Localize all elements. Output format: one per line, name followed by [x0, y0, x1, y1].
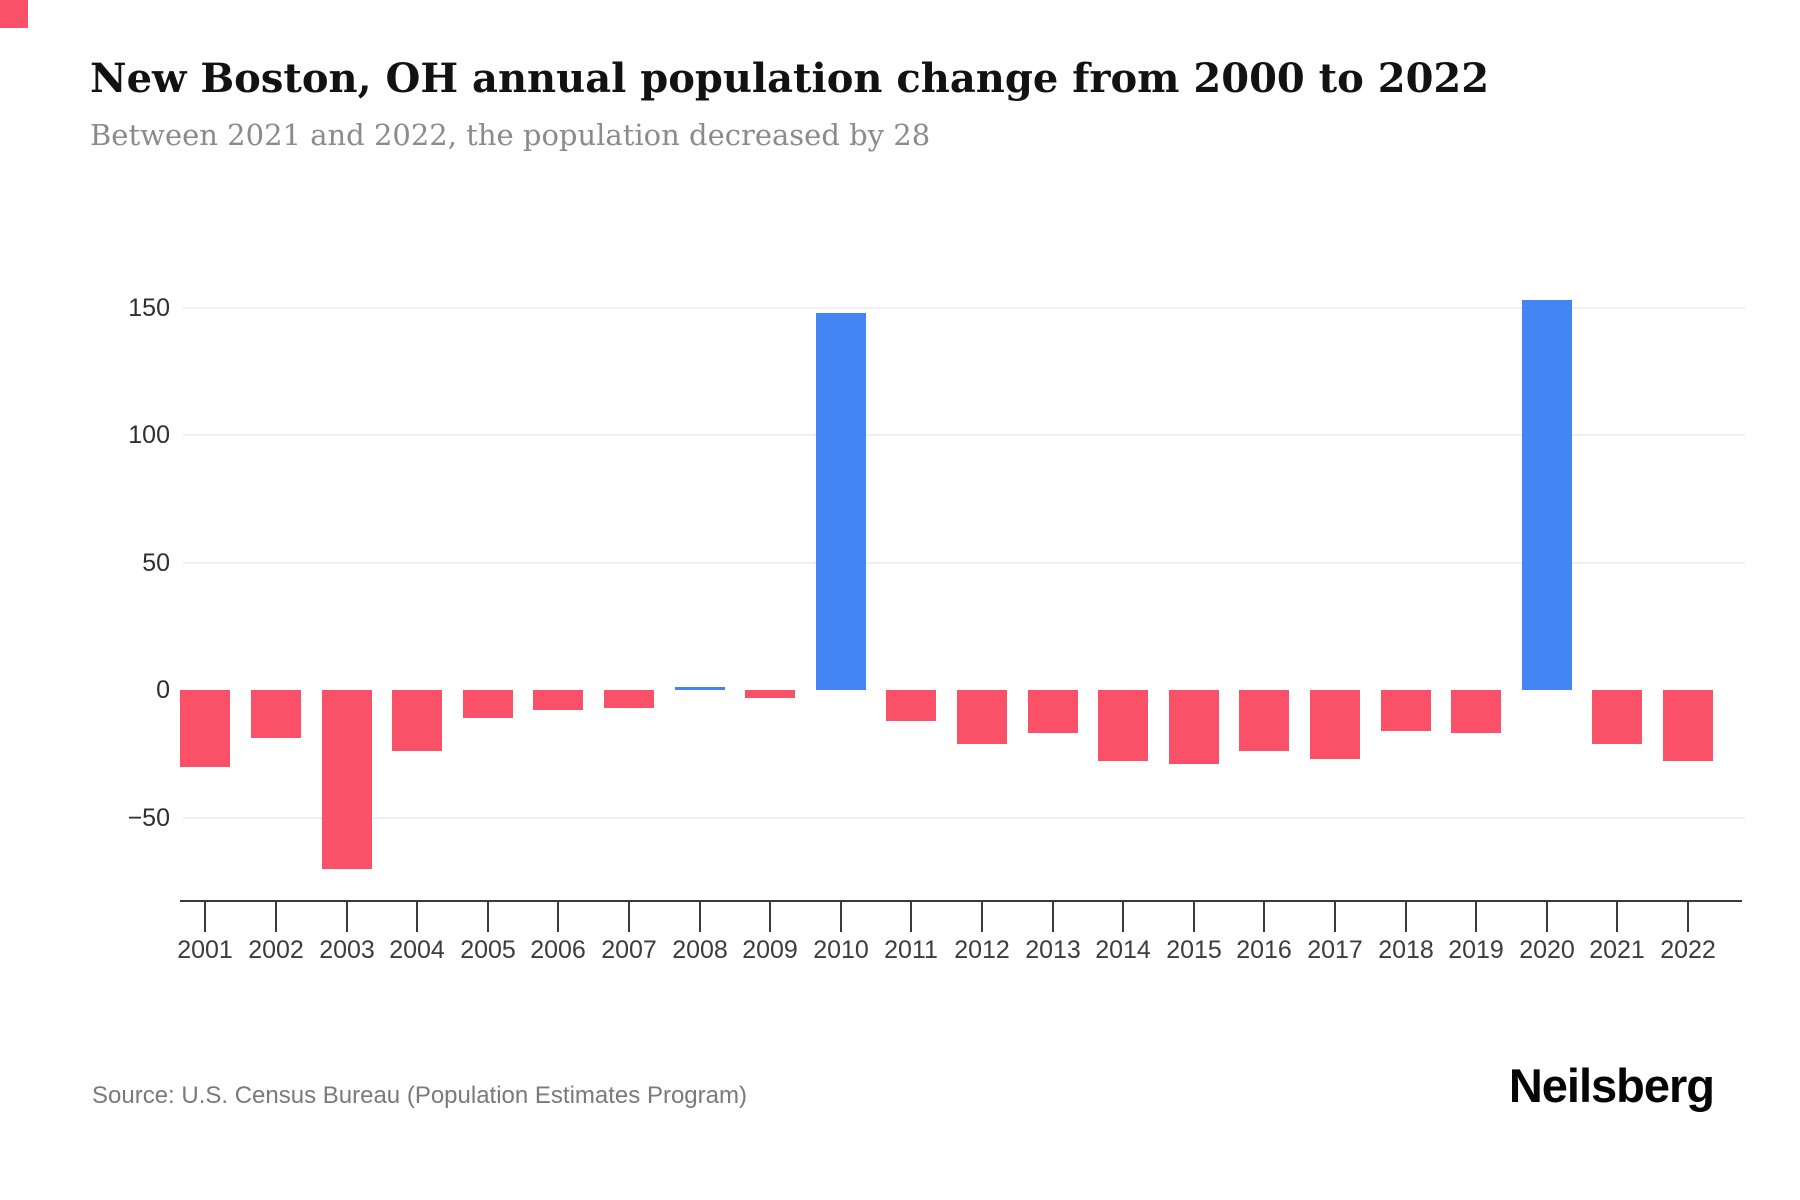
- x-axis-label: 2004: [389, 936, 445, 964]
- y-axis-label: 0: [156, 676, 170, 704]
- chart-title: New Boston, OH annual population change …: [90, 55, 1490, 102]
- bar[interactable]: [1592, 690, 1642, 744]
- bar[interactable]: [1663, 690, 1713, 761]
- chart-subtitle: Between 2021 and 2022, the population de…: [90, 118, 931, 152]
- x-axis-label: 2011: [884, 936, 938, 964]
- x-tick: [204, 902, 206, 932]
- x-axis-label: 2021: [1589, 936, 1645, 964]
- x-axis-label: 2022: [1660, 936, 1716, 964]
- x-axis-line: [180, 900, 1742, 902]
- x-tick: [416, 902, 418, 932]
- x-tick: [1405, 902, 1407, 932]
- bar[interactable]: [1028, 690, 1078, 733]
- x-axis-label: 2012: [954, 936, 1010, 964]
- bar[interactable]: [322, 690, 372, 869]
- bar[interactable]: [745, 690, 795, 698]
- bar[interactable]: [675, 687, 725, 690]
- x-axis-label: 2003: [319, 936, 375, 964]
- x-tick: [1546, 902, 1548, 932]
- x-tick: [1052, 902, 1054, 932]
- gridline: [183, 307, 1745, 309]
- y-axis-label: 50: [142, 549, 170, 577]
- y-axis-label: −50: [127, 804, 170, 832]
- bar[interactable]: [533, 690, 583, 710]
- bar[interactable]: [957, 690, 1007, 744]
- x-tick: [981, 902, 983, 932]
- x-tick: [1263, 902, 1265, 932]
- x-axis-label: 2019: [1448, 936, 1504, 964]
- bar[interactable]: [1169, 690, 1219, 764]
- y-axis-label: 150: [128, 294, 170, 322]
- x-tick: [628, 902, 630, 932]
- bar[interactable]: [392, 690, 442, 751]
- x-axis-label: 2007: [601, 936, 657, 964]
- bar[interactable]: [1310, 690, 1360, 759]
- x-tick: [1334, 902, 1336, 932]
- x-tick: [275, 902, 277, 932]
- x-tick: [1122, 902, 1124, 932]
- bar[interactable]: [251, 690, 301, 738]
- x-axis-label: 2013: [1025, 936, 1081, 964]
- x-tick: [1475, 902, 1477, 932]
- x-tick: [1687, 902, 1689, 932]
- y-axis-label: 100: [128, 421, 170, 449]
- x-axis-label: 2017: [1307, 936, 1363, 964]
- x-axis-label: 2001: [177, 936, 233, 964]
- x-tick: [699, 902, 701, 932]
- bar[interactable]: [1098, 690, 1148, 761]
- bar[interactable]: [604, 690, 654, 708]
- bar[interactable]: [463, 690, 513, 718]
- x-axis-label: 2005: [460, 936, 516, 964]
- bar[interactable]: [1239, 690, 1289, 751]
- x-axis-label: 2014: [1095, 936, 1151, 964]
- x-tick: [769, 902, 771, 932]
- gridline: [183, 434, 1745, 436]
- x-axis-label: 2006: [530, 936, 586, 964]
- x-axis-label: 2020: [1519, 936, 1575, 964]
- brand-logo: Neilsberg: [1508, 1059, 1715, 1112]
- bar[interactable]: [1522, 300, 1572, 690]
- x-axis-label: 2016: [1236, 936, 1292, 964]
- x-axis-label: 2018: [1378, 936, 1434, 964]
- source-note: Source: U.S. Census Bureau (Population E…: [92, 1082, 747, 1109]
- x-axis-label: 2009: [742, 936, 798, 964]
- x-tick: [1616, 902, 1618, 932]
- x-tick: [910, 902, 912, 932]
- gridline: [183, 562, 1745, 564]
- bar[interactable]: [1451, 690, 1501, 733]
- gridline: [183, 817, 1745, 819]
- bar[interactable]: [816, 313, 866, 690]
- x-axis-label: 2015: [1166, 936, 1222, 964]
- x-tick: [346, 902, 348, 932]
- x-tick: [840, 902, 842, 932]
- bar[interactable]: [886, 690, 936, 721]
- x-tick: [487, 902, 489, 932]
- corner-marker: [0, 0, 28, 28]
- x-axis-label: 2002: [248, 936, 304, 964]
- x-axis-label: 2008: [672, 936, 728, 964]
- bar[interactable]: [180, 690, 230, 767]
- bar[interactable]: [1381, 690, 1431, 731]
- x-tick: [557, 902, 559, 932]
- x-tick: [1193, 902, 1195, 932]
- x-axis-label: 2010: [813, 936, 869, 964]
